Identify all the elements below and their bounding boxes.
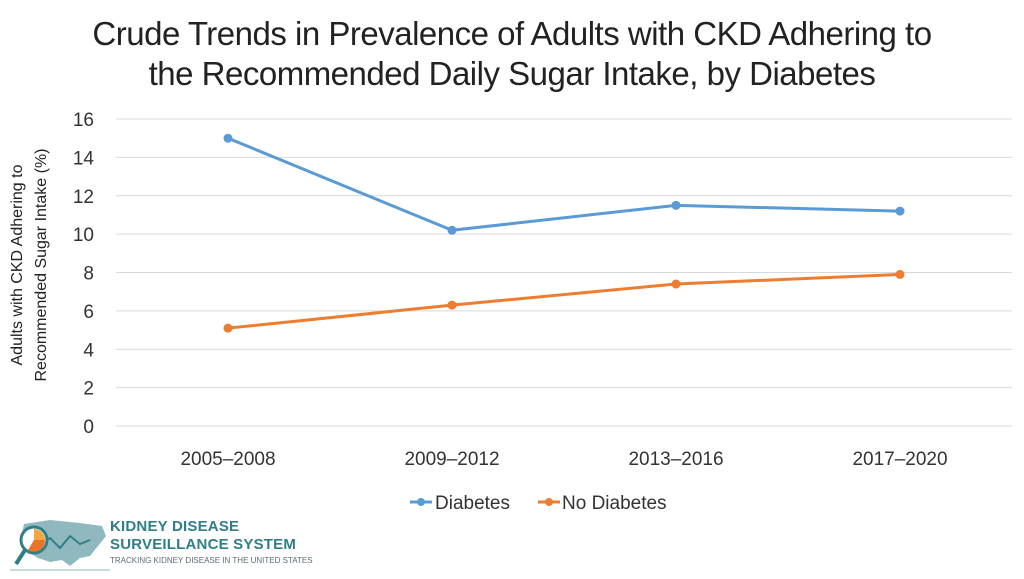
- x-tick-label: 2009–2012: [404, 449, 499, 470]
- us-map-magnifier-icon: [10, 520, 110, 571]
- data-point-diabetes: [671, 200, 681, 210]
- logo-title-line-1: KIDNEY DISEASE: [110, 518, 240, 535]
- y-tick-label: 8: [83, 264, 94, 285]
- chart-title-line-2: the Recommended Daily Sugar Intake, by D…: [148, 55, 876, 92]
- chart-title-line-1: Crude Trends in Prevalence of Adults wit…: [92, 15, 932, 52]
- x-tick-label: 2005–2008: [180, 449, 275, 470]
- data-point-diabetes: [223, 133, 233, 143]
- y-tick-label: 10: [73, 225, 94, 246]
- legend-no-diabetes-label: No Diabetes: [562, 493, 667, 514]
- y-tick-label: 12: [73, 187, 94, 208]
- y-tick-label: 6: [83, 302, 94, 323]
- x-tick-label: 2017–2020: [852, 449, 947, 470]
- data-point-diabetes: [895, 206, 905, 216]
- y-tick-label: 14: [73, 148, 95, 169]
- data-point-no-diabetes: [447, 300, 457, 310]
- y-axis-title: Adults with CKD Adhering to Recommended …: [9, 149, 50, 382]
- logo-tagline: TRACKING KIDNEY DISEASE IN THE UNITED ST…: [110, 556, 313, 565]
- series-line-diabetes: [227, 136, 901, 232]
- kdss-logo: KIDNEY DISEASE SURVEILLANCE SYSTEM TRACK…: [10, 514, 313, 574]
- y-tick-label: 16: [73, 110, 94, 131]
- y-axis-title-line-1: Adults with CKD Adhering to: [9, 164, 26, 365]
- legend: Diabetes No Diabetes: [410, 493, 667, 514]
- legend-no-diabetes-marker: [545, 498, 553, 506]
- chart-title: Crude Trends in Prevalence of Adults wit…: [0, 14, 1024, 94]
- series-line-no-diabetes: [227, 272, 901, 330]
- legend-diabetes-marker: [417, 498, 425, 506]
- gridlines: [116, 118, 1012, 427]
- y-axis-title-line-2: Recommended Sugar Intake (%): [33, 149, 50, 382]
- data-point-diabetes: [447, 225, 457, 235]
- x-tick-labels: 2005–2008 2009–2012 2013–2016 2017–2020: [180, 449, 947, 470]
- y-tick-label: 4: [83, 340, 94, 361]
- y-tick-label: 2: [83, 379, 94, 400]
- x-tick-label: 2013–2016: [628, 449, 723, 470]
- data-point-no-diabetes: [895, 269, 905, 279]
- y-tick-labels: 0 2 4 6 8 10 12 14 16: [73, 110, 95, 438]
- series-lines: [223, 133, 905, 333]
- data-point-no-diabetes: [223, 323, 233, 333]
- legend-diabetes-label: Diabetes: [435, 493, 510, 514]
- data-point-no-diabetes: [671, 279, 681, 289]
- y-tick-label: 0: [83, 417, 94, 438]
- logo-title-line-2: SURVEILLANCE SYSTEM: [110, 536, 297, 553]
